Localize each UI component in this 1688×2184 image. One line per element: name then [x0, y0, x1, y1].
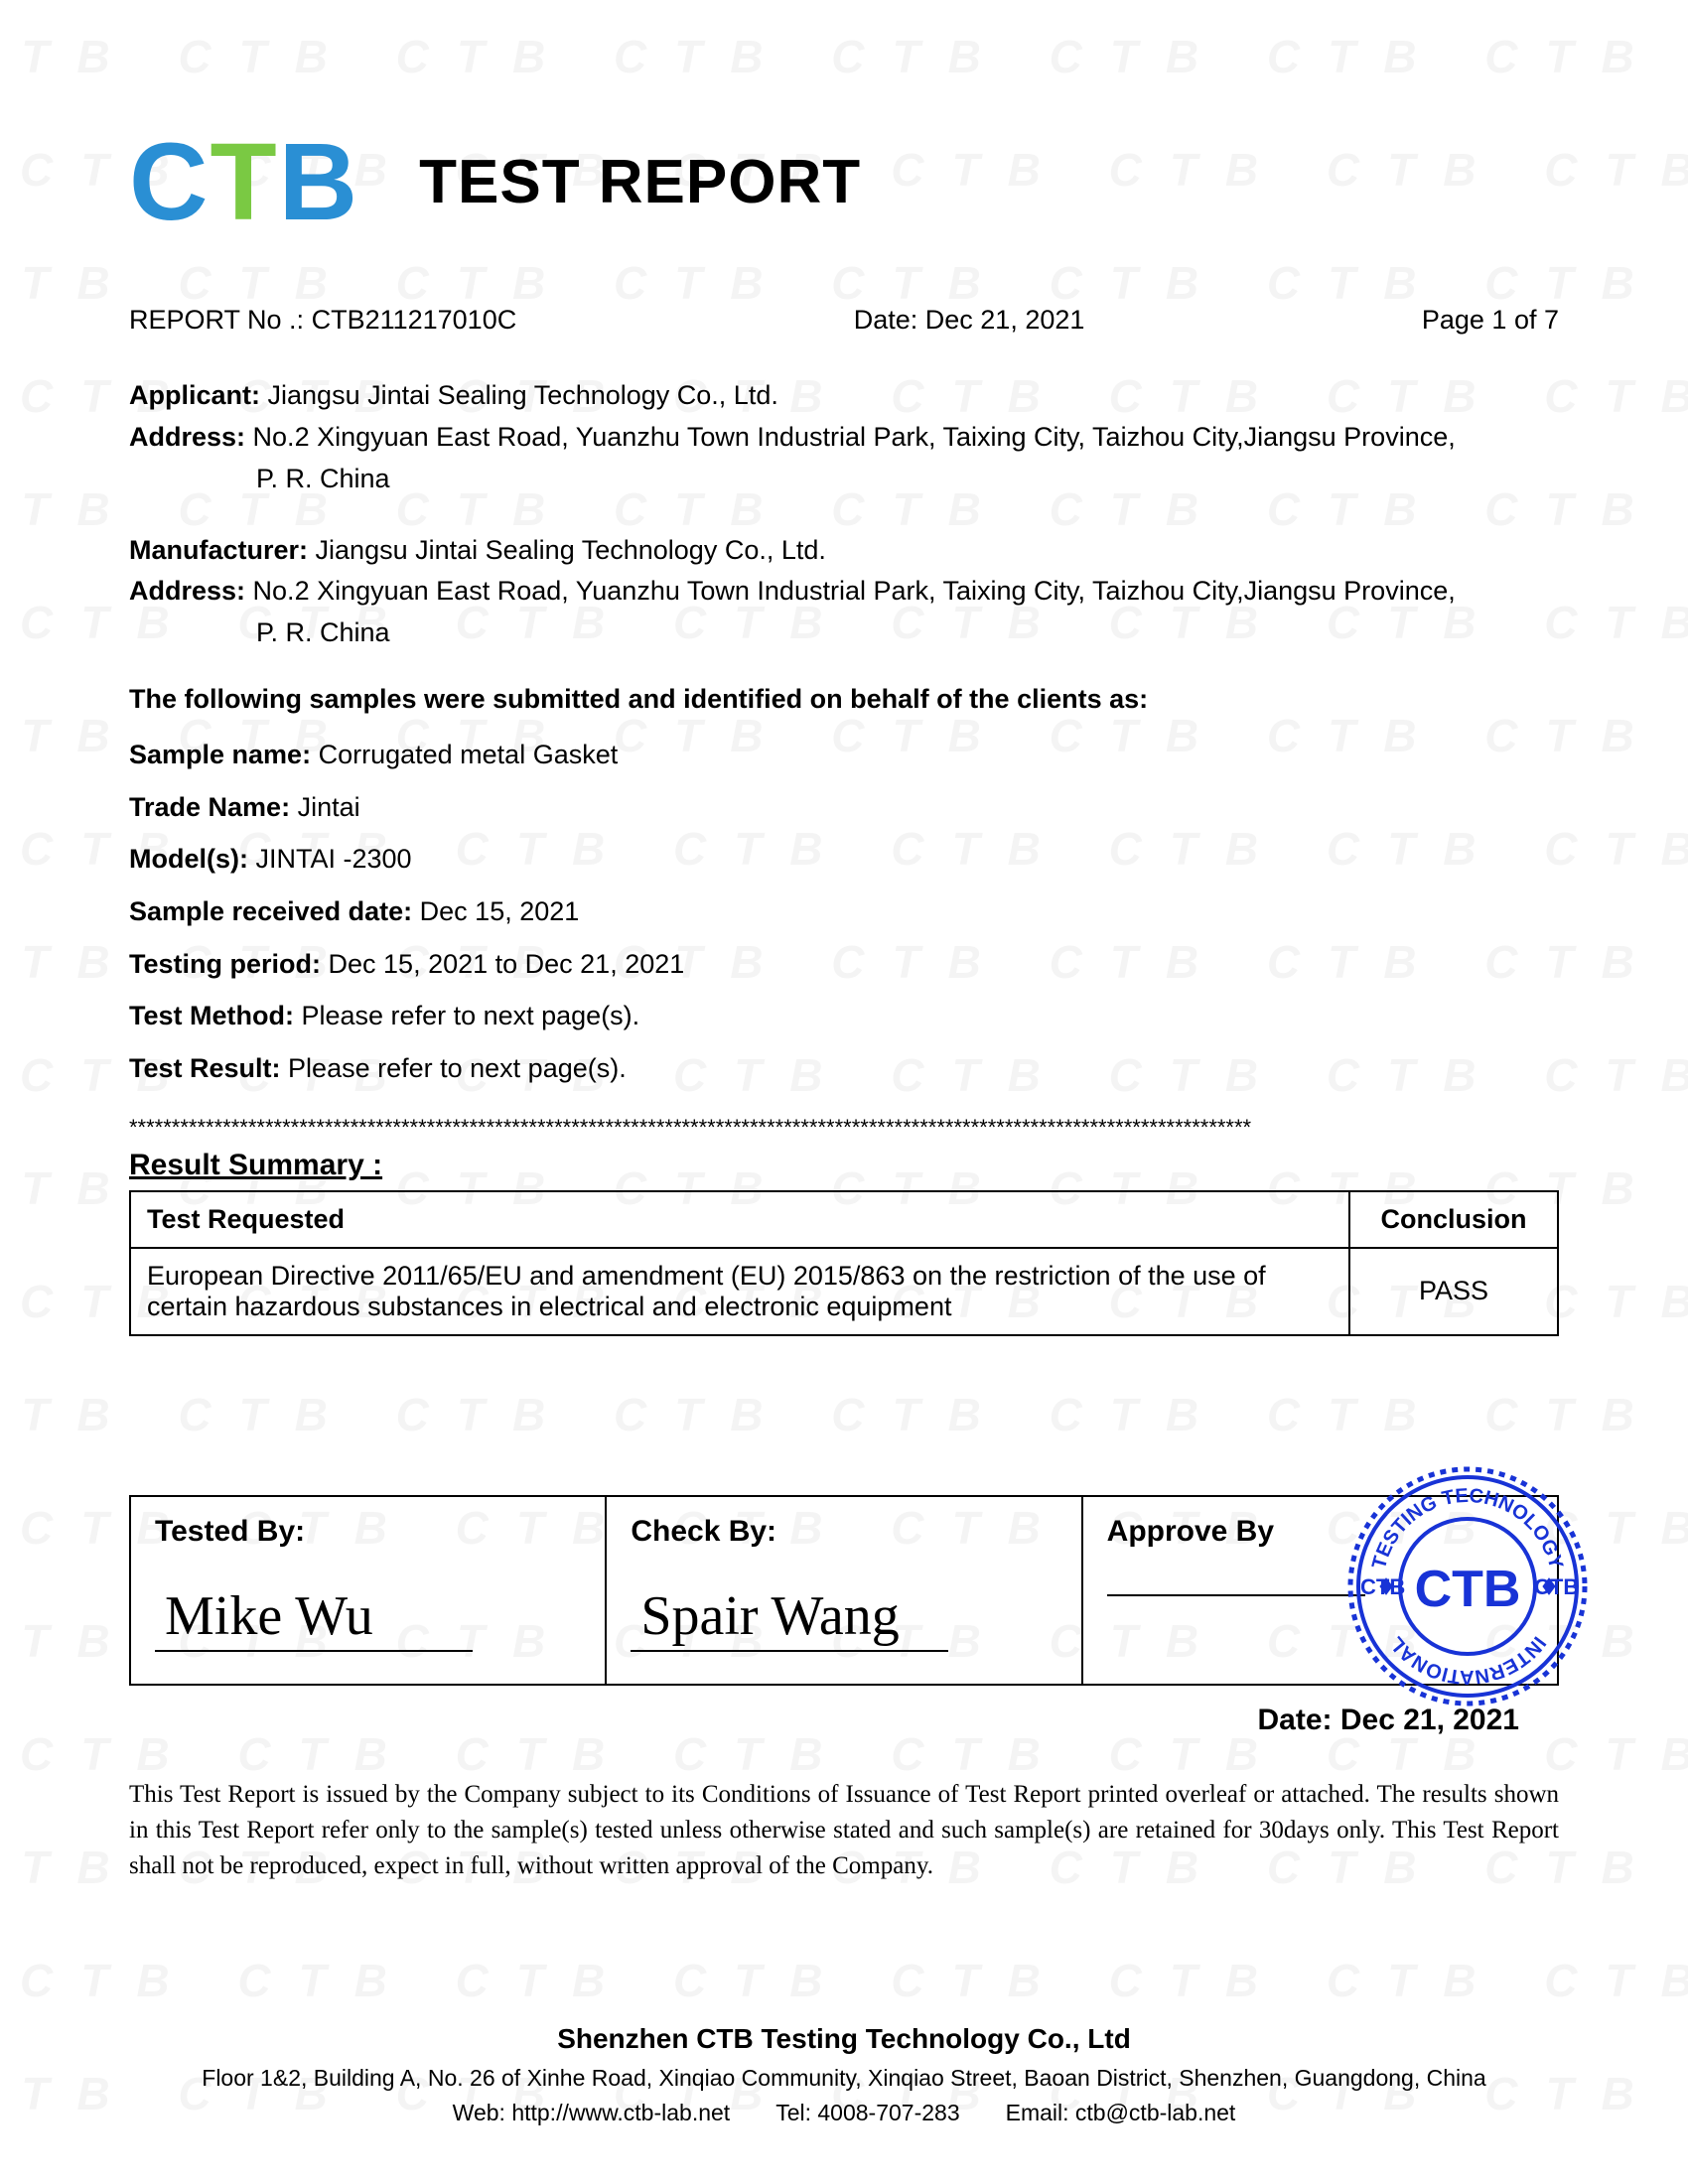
manufacturer-address-label: Address:: [129, 576, 245, 606]
field-sample-name: Sample name: Corrugated metal Gasket: [129, 729, 1559, 781]
field-test-result: Test Result: Please refer to next page(s…: [129, 1042, 1559, 1095]
field-label: Trade Name:: [129, 792, 290, 822]
check-by-cell: Check By: Spair Wang: [606, 1496, 1081, 1685]
th-requested: Test Requested: [130, 1191, 1349, 1248]
signature-table: Tested By: Mike Wu Check By: Spair Wang …: [129, 1495, 1559, 1686]
meta-row: REPORT No .: CTB211217010C Date: Dec 21,…: [129, 305, 1559, 336]
manufacturer-label: Manufacturer:: [129, 535, 308, 565]
field-label: Model(s):: [129, 844, 248, 874]
field-value: Corrugated metal Gasket: [319, 740, 619, 769]
table-header-row: Test Requested Conclusion: [130, 1191, 1558, 1248]
check-by-label: Check By:: [631, 1515, 1056, 1549]
field-value: Dec 15, 2021 to Dec 21, 2021: [329, 949, 685, 979]
stamp-top-text: TESTING TECHNOLOGY: [1368, 1484, 1567, 1571]
field-value: Jintai: [298, 792, 360, 822]
field-trade-name: Trade Name: Jintai: [129, 781, 1559, 834]
page: C T B TEST REPORT REPORT No .: CTB211217…: [0, 0, 1688, 2184]
manufacturer-address-l1: No.2 Xingyuan East Road, Yuanzhu Town In…: [253, 576, 1456, 606]
field-label: Sample name:: [129, 740, 311, 769]
approve-date-label: Date:: [1257, 1704, 1332, 1736]
manufacturer-block: Manufacturer: Jiangsu Jintai Sealing Tec…: [129, 530, 1559, 655]
approval-stamp-icon: TESTING TECHNOLOGY INTERNATIONAL CTB CTB…: [1338, 1457, 1597, 1715]
date-value: Dec 21, 2021: [925, 305, 1085, 335]
field-label: Testing period:: [129, 949, 321, 979]
footer: Shenzhen CTB Testing Technology Co., Ltd…: [0, 2023, 1688, 2129]
field-test-method: Test Method: Please refer to next page(s…: [129, 990, 1559, 1042]
result-table: Test Requested Conclusion European Direc…: [129, 1190, 1559, 1336]
tested-by-label: Tested By:: [155, 1515, 581, 1549]
approve-by-cell: Approve By: [1082, 1496, 1558, 1685]
th-conclusion: Conclusion: [1349, 1191, 1558, 1248]
approve-by-signature: [1107, 1588, 1365, 1596]
field-received-date: Sample received date: Dec 15, 2021: [129, 886, 1559, 938]
field-models: Model(s): JINTAI -2300: [129, 833, 1559, 886]
applicant-address-l2: P. R. China: [129, 459, 1559, 500]
td-requested: European Directive 2011/65/EU and amendm…: [130, 1248, 1349, 1335]
report-no-value: CTB211217010C: [312, 305, 517, 335]
applicant-label: Applicant:: [129, 380, 260, 410]
applicant-address-label: Address:: [129, 422, 245, 452]
field-value: Please refer to next page(s).: [288, 1053, 627, 1083]
table-row: European Directive 2011/65/EU and amendm…: [130, 1248, 1558, 1335]
field-value: Dec 15, 2021: [420, 896, 580, 926]
report-date: Date: Dec 21, 2021: [854, 305, 1085, 336]
samples-intro: The following samples were submitted and…: [129, 684, 1559, 715]
tested-by-cell: Tested By: Mike Wu: [130, 1496, 606, 1685]
disclaimer: This Test Report is issued by the Compan…: [129, 1777, 1559, 1885]
field-testing-period: Testing period: Dec 15, 2021 to Dec 21, …: [129, 938, 1559, 991]
logo-t: T: [210, 119, 278, 245]
applicant-value: Jiangsu Jintai Sealing Technology Co., L…: [268, 380, 778, 410]
field-label: Test Result:: [129, 1053, 281, 1083]
tested-by-signature: Mike Wu: [155, 1588, 473, 1652]
result-summary-title: Result Summary :: [129, 1149, 1559, 1182]
separator-stars: ****************************************…: [129, 1115, 1559, 1141]
report-no-label: REPORT No .:: [129, 305, 304, 335]
svg-text:TESTING TECHNOLOGY: TESTING TECHNOLOGY: [1368, 1484, 1567, 1571]
td-conclusion: PASS: [1349, 1248, 1558, 1335]
report-no: REPORT No .: CTB211217010C: [129, 305, 516, 336]
footer-address: Floor 1&2, Building A, No. 26 of Xinhe R…: [0, 2061, 1688, 2096]
page-indicator: Page 1 of 7: [1422, 305, 1559, 336]
ctb-logo: C T B: [129, 119, 359, 245]
field-value: JINTAI -2300: [256, 844, 412, 874]
logo-b: B: [279, 119, 359, 245]
date-label: Date:: [854, 305, 918, 335]
applicant-address-l1: No.2 Xingyuan East Road, Yuanzhu Town In…: [253, 422, 1456, 452]
footer-company: Shenzhen CTB Testing Technology Co., Ltd: [0, 2023, 1688, 2055]
header: C T B TEST REPORT: [129, 119, 1559, 245]
manufacturer-value: Jiangsu Jintai Sealing Technology Co., L…: [316, 535, 826, 565]
logo-c: C: [129, 119, 210, 245]
stamp-side-right: CTB: [1534, 1574, 1579, 1599]
footer-contact: Web: http://www.ctb-lab.net Tel: 4008-70…: [0, 2096, 1688, 2130]
report-title: TEST REPORT: [419, 147, 861, 217]
stamp-center-text: CTB: [1415, 1561, 1521, 1618]
field-label: Sample received date:: [129, 896, 412, 926]
check-by-signature: Spair Wang: [631, 1588, 948, 1652]
manufacturer-address-l2: P. R. China: [129, 613, 1559, 654]
field-value: Please refer to next page(s).: [302, 1001, 640, 1030]
applicant-block: Applicant: Jiangsu Jintai Sealing Techno…: [129, 375, 1559, 500]
field-label: Test Method:: [129, 1001, 294, 1030]
